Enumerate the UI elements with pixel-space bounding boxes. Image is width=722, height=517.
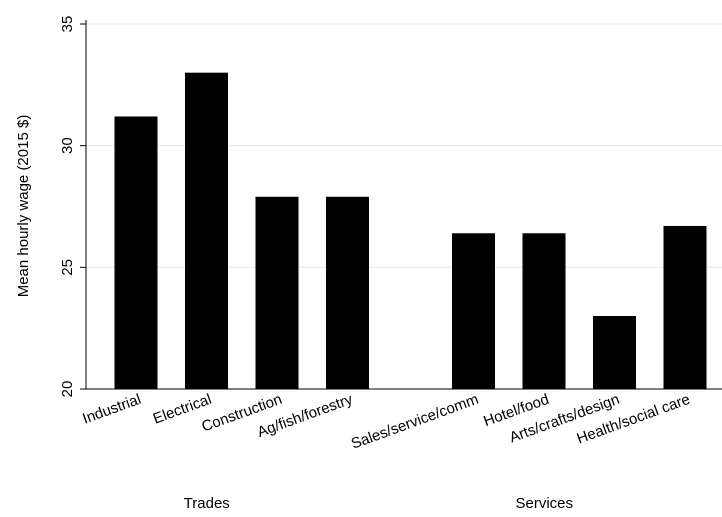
bar bbox=[593, 316, 636, 389]
y-tick-label: 20 bbox=[59, 381, 76, 398]
bar bbox=[185, 72, 228, 390]
bar bbox=[326, 196, 369, 389]
bar bbox=[663, 225, 707, 389]
y-tick-label: 35 bbox=[59, 16, 76, 33]
y-axis-label: Mean hourly wage (2015 $) bbox=[15, 115, 32, 298]
bar bbox=[114, 116, 158, 389]
x-tick-label: Industrial bbox=[80, 391, 143, 428]
group-label: Trades bbox=[184, 495, 230, 512]
y-tick-label: 25 bbox=[59, 259, 76, 276]
bar bbox=[255, 196, 299, 389]
group-label: Services bbox=[515, 495, 573, 512]
bar bbox=[522, 233, 566, 389]
y-tick-label: 30 bbox=[59, 137, 76, 154]
x-tick-label: Sales/service/comm bbox=[349, 391, 481, 453]
bar bbox=[452, 233, 495, 389]
